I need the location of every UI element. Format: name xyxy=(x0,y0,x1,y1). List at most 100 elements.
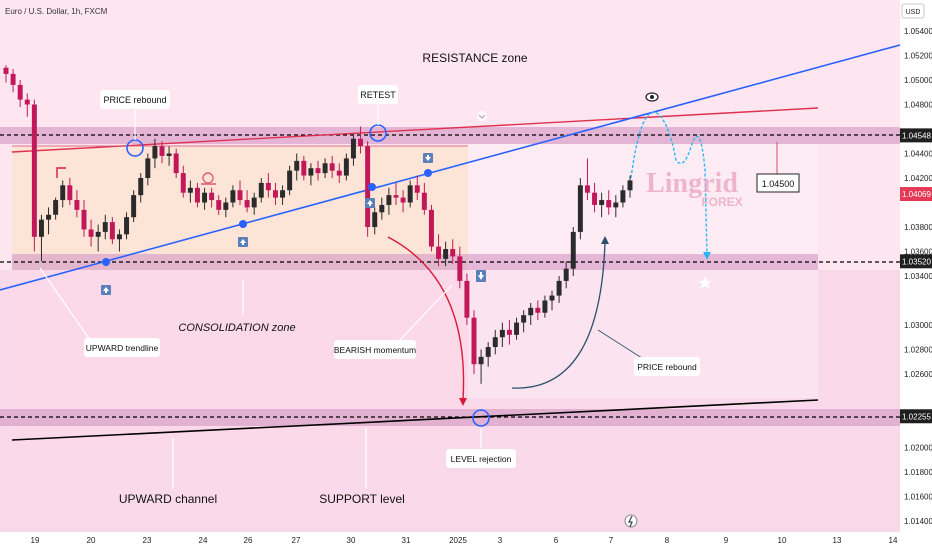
candle xyxy=(109,217,115,245)
candle xyxy=(67,178,73,205)
candle xyxy=(301,155,307,181)
trendline-touch-dot xyxy=(368,183,376,191)
price-tick-label: 1.04400 xyxy=(904,150,932,159)
eye-icon xyxy=(645,92,659,102)
candle xyxy=(365,141,371,237)
candle xyxy=(3,65,9,83)
candle xyxy=(492,329,498,355)
candle xyxy=(336,163,342,183)
candle xyxy=(450,239,456,264)
candle xyxy=(280,185,286,205)
trendline-touch-dot xyxy=(239,220,247,228)
candle xyxy=(393,182,399,205)
candle xyxy=(166,146,172,166)
candle-body xyxy=(159,146,165,156)
candle-body xyxy=(194,187,200,203)
candle-body xyxy=(570,231,576,269)
candle xyxy=(187,180,193,203)
candle xyxy=(173,148,179,178)
candle xyxy=(53,197,59,220)
candle-body xyxy=(492,337,498,348)
candle-body xyxy=(315,168,321,174)
projection-arrow-head xyxy=(703,252,711,260)
bearish-momentum-text: BEARISH momentum xyxy=(334,345,416,355)
time-tick-label: 23 xyxy=(143,536,152,545)
candle-body xyxy=(365,146,371,227)
candle-body xyxy=(216,200,222,210)
candle xyxy=(145,153,151,186)
price-tick-label: 1.01800 xyxy=(904,468,932,477)
upward-channel-label: UPWARD channel xyxy=(119,492,217,506)
candle-body xyxy=(152,146,158,159)
price-tick-label: 1.02000 xyxy=(904,444,932,453)
candle xyxy=(315,160,321,181)
price-tag: 1.04069 xyxy=(900,187,932,202)
level-rejection-callout: LEVEL rejection xyxy=(446,449,516,468)
price-tag-label: 1.02255 xyxy=(902,412,931,421)
candle xyxy=(421,182,427,215)
time-axis[interactable]: 19 20 23 24 26 27 30 31 2025 3 6 7 8 9 10 13 14 xyxy=(31,536,898,545)
candle-body xyxy=(506,329,512,335)
red-hook-marker xyxy=(56,167,66,178)
candle xyxy=(414,175,420,201)
candle-body xyxy=(549,295,555,301)
candle-body xyxy=(620,190,626,203)
candle-body xyxy=(272,190,278,198)
price-tick-label: 1.05000 xyxy=(904,76,932,85)
trendline-touch-dot xyxy=(424,169,432,177)
time-tick-label: 19 xyxy=(31,536,40,545)
candle xyxy=(556,276,562,303)
bearish-momentum-callout: BEARISH momentum xyxy=(334,340,416,359)
price-tick-label: 1.02600 xyxy=(904,370,932,379)
retest-callout: RETEST xyxy=(358,85,398,104)
candle xyxy=(272,182,278,205)
candle xyxy=(542,295,548,318)
candle-body xyxy=(358,138,364,147)
upward-trendline-pointer xyxy=(39,267,91,341)
candle xyxy=(244,190,250,213)
candle-body xyxy=(10,73,16,85)
candle xyxy=(563,261,569,289)
price-tag: 1.03520 xyxy=(900,254,932,269)
candle-body xyxy=(38,219,44,237)
candle-body xyxy=(336,170,342,176)
candle-body xyxy=(528,307,534,316)
candle-body xyxy=(556,280,562,296)
price-tick-label: 1.03800 xyxy=(904,223,932,232)
candle xyxy=(478,349,484,384)
watermark-forex: FOREX xyxy=(701,195,742,209)
candle xyxy=(223,197,229,218)
price-axis[interactable]: 1.05400 1.05200 1.05000 1.04800 1.04400 1.042… xyxy=(904,27,932,526)
candle xyxy=(343,153,349,181)
candle-body xyxy=(116,234,122,240)
candle-body xyxy=(450,249,456,257)
candle xyxy=(180,165,186,198)
candle xyxy=(152,138,158,169)
candle xyxy=(471,310,477,374)
candle xyxy=(499,322,505,348)
candle xyxy=(577,178,583,240)
watermark-lingrid: Lingrid xyxy=(646,168,738,199)
candle-body xyxy=(428,209,434,247)
candle-body xyxy=(67,185,73,201)
candle-body xyxy=(88,229,94,237)
candle-body xyxy=(81,209,87,230)
candle-body xyxy=(400,197,406,203)
time-tick-label: 8 xyxy=(665,536,670,545)
candle xyxy=(294,153,300,181)
level-rejection-text: LEVEL rejection xyxy=(451,454,512,464)
candle-body xyxy=(514,322,520,335)
candle-body xyxy=(521,315,527,323)
candle xyxy=(131,190,137,223)
trendline-touch-dot xyxy=(102,258,110,266)
star-icon xyxy=(698,276,712,289)
red-resistance-trendline xyxy=(11,107,819,153)
candle-body xyxy=(109,222,115,240)
upward-channel-line xyxy=(11,399,819,441)
price-tick-label: 1.03400 xyxy=(904,272,932,281)
candle xyxy=(506,320,512,345)
price-rebound-right-callout: PRICE rebound xyxy=(634,357,700,376)
arrow-down-flag-icon xyxy=(476,270,486,282)
price-tag: 1.02255 xyxy=(900,409,932,424)
